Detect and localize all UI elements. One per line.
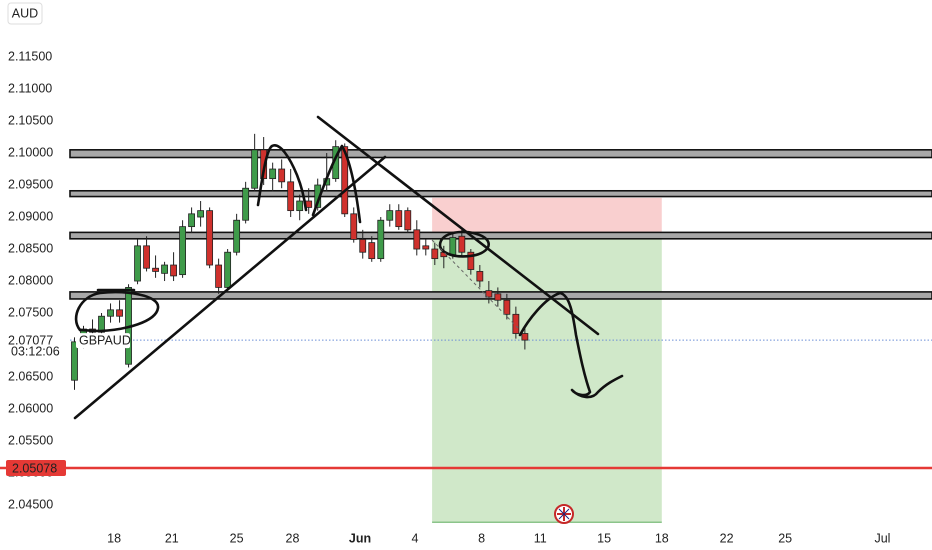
candle-body [413,229,421,250]
y-tick-label: 2.09000 [8,209,53,223]
x-tick-label: 18 [655,531,669,545]
candle-body [287,181,295,212]
y-tick-label: 2.11000 [8,81,52,95]
y-tick-label: 2.10500 [8,113,53,127]
y-tick-label: 2.06500 [8,369,53,383]
candle-body [350,213,358,240]
candle-body [359,239,367,253]
zone [69,231,932,240]
y-tick-label: 2.08000 [8,273,53,287]
candle-body [242,187,250,221]
candle-body [197,210,205,218]
x-tick-label: Jun [349,531,371,545]
dashed-line [431,239,521,331]
candle-body [449,237,457,256]
candle-body [107,309,114,317]
trendline [73,155,387,420]
underlay [0,149,932,524]
freehand-arrow [518,291,624,399]
candle-body [512,313,520,334]
candle-body [116,309,123,317]
candle-body [368,242,376,260]
x-tick-label: 8 [478,531,485,545]
candle-body [494,293,502,301]
candle-body [431,248,439,260]
candle-body [71,341,78,381]
last-price-label: 2.07077 [8,333,53,347]
y-tick-label: 2.06000 [8,401,53,415]
candle-body [485,290,493,298]
candle-body [170,264,177,277]
y-tick-label: 2.10000 [8,145,53,159]
y-tick-label: 2.07500 [8,305,53,319]
x-tick-label: Jul [874,531,890,545]
candle-body [341,146,349,215]
alert-price-box [6,460,66,477]
y-tick-label: 2.11500 [8,49,52,63]
drawings [73,115,624,420]
alert-price-label: 2.05078 [12,461,57,475]
candle-body [386,210,394,221]
flag-diagonal [558,508,570,520]
target-zone [432,237,662,523]
candle-body [521,333,529,341]
symbol-chip [76,333,130,349]
candle-body [161,264,168,274]
y-tick-label: 2.05500 [8,433,53,447]
x-tick-label: 22 [720,531,734,545]
candle-body [206,210,214,266]
candle-body [395,210,403,228]
candle-body [143,245,150,269]
candle-body [296,200,304,212]
symbol-label: GBPAUD [79,333,131,347]
zone [69,149,932,159]
countdown-label: 03:12:06 [11,344,60,358]
freehand-curve [311,144,362,224]
freehand-ellipse [438,230,490,258]
candle-body [179,226,186,276]
candle-body [251,149,259,189]
y-tick-label: 2.04500 [8,497,53,511]
candle-body [278,168,286,183]
zone [69,189,932,198]
candle-body [404,210,412,231]
candle-body [503,299,511,315]
x-tick-label: 11 [534,531,547,545]
candle-body [377,219,385,260]
currency-frame [7,2,43,25]
x-tick-label: 4 [412,531,419,545]
last-price-box [0,332,68,357]
candle-body [458,235,466,253]
y-tick-label: 2.09500 [8,177,53,191]
currency-box: AUD [7,2,43,25]
candle-body [269,168,277,180]
candle-body [224,251,232,288]
candle-body [152,267,159,272]
currency-label: AUD [12,6,38,20]
x-tick-label: 18 [107,531,121,545]
freehand-ellipse [74,290,160,333]
x-tick-label: 28 [286,531,300,545]
axis: 2.11500 2.11000 2.10500 2.10000 2.09500 2.090… [0,49,890,545]
candle-body [422,245,430,250]
candle-body [134,245,141,282]
freehand-curve [256,144,308,212]
candle-body [233,219,241,253]
y-tick-label: 2.08500 [8,241,53,255]
candle-body [188,213,195,228]
candle-body [476,271,484,282]
candle-body [467,251,475,270]
candle-body [215,264,223,288]
x-tick-label: 21 [165,531,179,545]
x-tick-label: 25 [778,531,792,545]
x-tick-label: 25 [230,531,244,545]
stop-zone [432,197,662,238]
flag-icon [554,504,574,524]
x-tick-label: 15 [597,531,611,545]
